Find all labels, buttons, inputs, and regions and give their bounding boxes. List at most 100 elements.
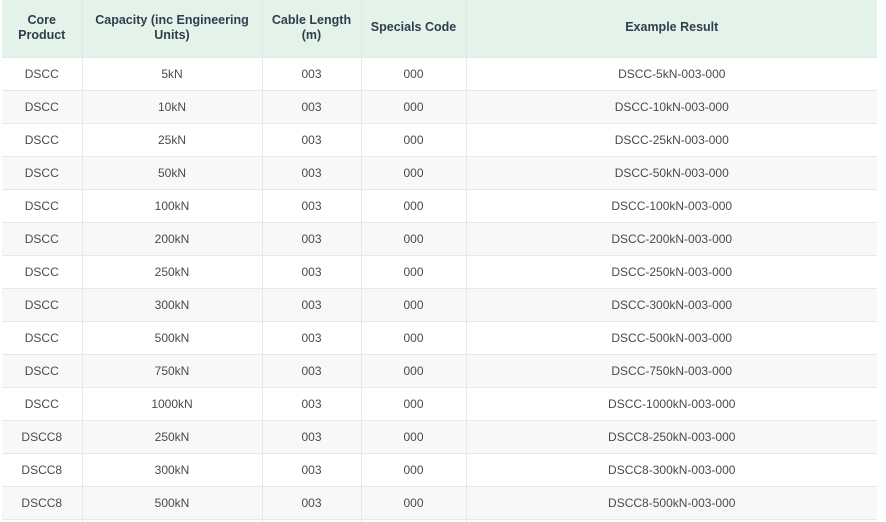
cell-cable-length: 003 [262, 189, 362, 223]
table-row: DSCC 25kN 003 000 DSCC-25kN-003-000 [2, 123, 877, 157]
cell-cable-length: 003 [262, 420, 362, 454]
cell-capacity: 5kN [82, 57, 263, 91]
cell-core-product: DSCC [2, 189, 83, 223]
cell-example-result [466, 519, 877, 522]
cell-cable-length: 003 [262, 288, 362, 322]
cell-core-product: DSCC [2, 90, 83, 124]
cell-example-result: DSCC-1000kN-003-000 [466, 387, 877, 421]
column-header-capacity: Capacity (inc Engineering Units) [82, 0, 263, 58]
cell-cable-length: 003 [262, 90, 362, 124]
cell-capacity: 1000kN [82, 387, 263, 421]
cell-capacity: 200kN [82, 222, 263, 256]
cell-specials-code: 000 [361, 453, 467, 487]
cell-capacity: 50kN [82, 156, 263, 190]
cell-cable-length: 003 [262, 123, 362, 157]
table-row: DSCC 10kN 003 000 DSCC-10kN-003-000 [2, 90, 877, 124]
cell-capacity: 10kN [82, 90, 263, 124]
cell-specials-code: 000 [361, 420, 467, 454]
cell-core-product: DSCC [2, 156, 83, 190]
cell-specials-code: 000 [361, 321, 467, 355]
cell-cable-length: 003 [262, 255, 362, 289]
column-header-core-product: Core Product [2, 0, 83, 58]
table-row-partial [2, 519, 877, 522]
table-row: DSCC 300kN 003 000 DSCC-300kN-003-000 [2, 288, 877, 322]
cell-specials-code: 000 [361, 354, 467, 388]
table-header-row: Core Product Capacity (inc Engineering U… [2, 0, 877, 58]
cell-cable-length: 003 [262, 453, 362, 487]
cell-specials-code: 000 [361, 57, 467, 91]
table-row: DSCC 500kN 003 000 DSCC-500kN-003-000 [2, 321, 877, 355]
cell-specials-code: 000 [361, 156, 467, 190]
cell-capacity: 250kN [82, 420, 263, 454]
table-body: DSCC 5kN 003 000 DSCC-5kN-003-000 DSCC 1… [2, 57, 877, 522]
table-row: DSCC 100kN 003 000 DSCC-100kN-003-000 [2, 189, 877, 223]
cell-core-product: DSCC [2, 387, 83, 421]
cell-capacity: 100kN [82, 189, 263, 223]
cell-cable-length: 003 [262, 57, 362, 91]
cell-core-product: DSCC8 [2, 420, 83, 454]
cell-specials-code: 000 [361, 288, 467, 322]
cell-capacity: 500kN [82, 321, 263, 355]
cell-example-result: DSCC-500kN-003-000 [466, 321, 877, 355]
cell-core-product: DSCC8 [2, 486, 83, 520]
cell-specials-code: 000 [361, 90, 467, 124]
cell-cable-length: 003 [262, 486, 362, 520]
cell-example-result: DSCC-25kN-003-000 [466, 123, 877, 157]
column-header-example-result: Example Result [466, 0, 877, 58]
cell-example-result: DSCC-200kN-003-000 [466, 222, 877, 256]
cell-core-product: DSCC [2, 57, 83, 91]
cell-specials-code: 000 [361, 123, 467, 157]
cell-cable-length [262, 519, 362, 522]
cell-core-product: DSCC [2, 222, 83, 256]
cell-example-result: DSCC-250kN-003-000 [466, 255, 877, 289]
cell-specials-code: 000 [361, 222, 467, 256]
cell-cable-length: 003 [262, 354, 362, 388]
cell-core-product: DSCC [2, 354, 83, 388]
table-header: Core Product Capacity (inc Engineering U… [2, 0, 877, 58]
cell-core-product [2, 519, 83, 522]
cell-capacity: 500kN [82, 486, 263, 520]
cell-example-result: DSCC-300kN-003-000 [466, 288, 877, 322]
table-row: DSCC8 500kN 003 000 DSCC8-500kN-003-000 [2, 486, 877, 520]
cell-cable-length: 003 [262, 387, 362, 421]
table-row: DSCC 5kN 003 000 DSCC-5kN-003-000 [2, 57, 877, 91]
cell-specials-code: 000 [361, 387, 467, 421]
cell-specials-code: 000 [361, 255, 467, 289]
column-header-specials-code: Specials Code [361, 0, 467, 58]
table-row: DSCC8 300kN 003 000 DSCC8-300kN-003-000 [2, 453, 877, 487]
cell-capacity: 750kN [82, 354, 263, 388]
cell-capacity: 300kN [82, 288, 263, 322]
cell-example-result: DSCC-50kN-003-000 [466, 156, 877, 190]
cell-specials-code: 000 [361, 189, 467, 223]
cell-cable-length: 003 [262, 156, 362, 190]
cell-example-result: DSCC8-300kN-003-000 [466, 453, 877, 487]
table-row: DSCC8 250kN 003 000 DSCC8-250kN-003-000 [2, 420, 877, 454]
cell-capacity: 300kN [82, 453, 263, 487]
cell-example-result: DSCC-750kN-003-000 [466, 354, 877, 388]
table-row: DSCC 200kN 003 000 DSCC-200kN-003-000 [2, 222, 877, 256]
cell-capacity: 250kN [82, 255, 263, 289]
table-row: DSCC 750kN 003 000 DSCC-750kN-003-000 [2, 354, 877, 388]
table-row: DSCC 250kN 003 000 DSCC-250kN-003-000 [2, 255, 877, 289]
cell-example-result: DSCC8-500kN-003-000 [466, 486, 877, 520]
cell-core-product: DSCC8 [2, 453, 83, 487]
cell-cable-length: 003 [262, 222, 362, 256]
cell-cable-length: 003 [262, 321, 362, 355]
cell-example-result: DSCC-10kN-003-000 [466, 90, 877, 124]
cell-core-product: DSCC [2, 321, 83, 355]
cell-specials-code [361, 519, 467, 522]
table-row: DSCC 50kN 003 000 DSCC-50kN-003-000 [2, 156, 877, 190]
table-row: DSCC 1000kN 003 000 DSCC-1000kN-003-000 [2, 387, 877, 421]
cell-capacity: 25kN [82, 123, 263, 157]
cell-specials-code: 000 [361, 486, 467, 520]
cell-example-result: DSCC-100kN-003-000 [466, 189, 877, 223]
cell-core-product: DSCC [2, 255, 83, 289]
cell-core-product: DSCC [2, 288, 83, 322]
cell-capacity [82, 519, 263, 522]
cell-example-result: DSCC-5kN-003-000 [466, 57, 877, 91]
column-header-cable-length: Cable Length (m) [262, 0, 362, 58]
cell-example-result: DSCC8-250kN-003-000 [466, 420, 877, 454]
cell-core-product: DSCC [2, 123, 83, 157]
